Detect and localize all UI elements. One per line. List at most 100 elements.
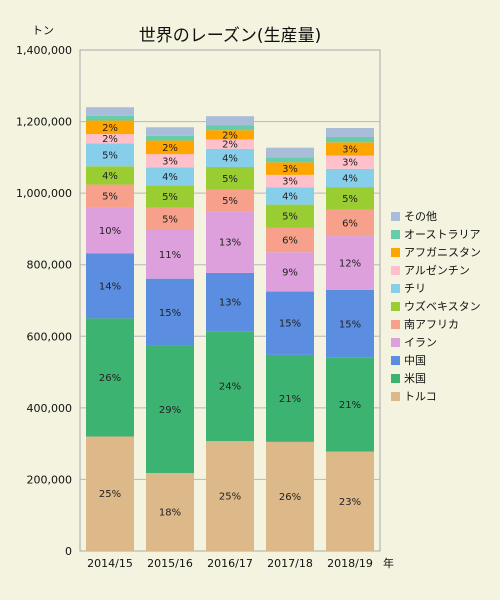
bar-data-label: 13% <box>219 298 241 309</box>
legend-swatch <box>391 356 400 365</box>
bar-segment <box>146 135 194 141</box>
bar-segment <box>146 345 194 473</box>
bar-segment <box>206 130 254 140</box>
y-tick-label: 200,000 <box>27 473 73 486</box>
legend-swatch <box>391 302 400 311</box>
bar-segment <box>266 291 314 355</box>
bar-data-label: 3% <box>282 177 298 188</box>
bar-segment <box>206 167 254 190</box>
bar-data-label: 21% <box>339 400 361 411</box>
legend-swatch <box>391 230 400 239</box>
bars: 25%26%14%10%5%4%5%2%2%18%29%15%11%5%5%4%… <box>86 107 374 551</box>
x-tick-label: 2016/17 <box>207 557 253 570</box>
legend-swatch <box>391 266 400 275</box>
bar-segment <box>146 167 194 186</box>
bar-segment <box>326 187 374 210</box>
legend-label: 米国 <box>404 372 426 385</box>
bar-segment <box>146 278 194 346</box>
bar-segment <box>86 120 134 135</box>
bar-segment <box>266 252 314 292</box>
bar-segment <box>326 142 374 156</box>
bar-segment <box>206 441 254 551</box>
bar-data-label: 15% <box>339 319 361 330</box>
y-axis-ticks: 0 200,000 400,000 600,000 800,000 1,000,000 1,… <box>16 44 72 558</box>
bar-data-label: 5% <box>102 192 118 203</box>
y-tick-label: 0 <box>65 545 72 558</box>
bar-data-label: 26% <box>279 492 301 503</box>
legend-label: アフガニスタン <box>404 246 481 259</box>
bar-data-label: 15% <box>279 319 301 330</box>
legend-swatch <box>391 320 400 329</box>
bar-segment <box>326 236 374 290</box>
bar-segment <box>266 147 314 158</box>
bar-data-label: 11% <box>159 250 181 261</box>
bar-segment <box>326 451 374 551</box>
legend-swatch <box>391 248 400 257</box>
bar-data-label: 21% <box>279 394 301 405</box>
bar-segment <box>86 207 134 254</box>
bar-segment <box>266 441 314 551</box>
bar-data-label: 2% <box>162 143 178 154</box>
bar-data-label: 5% <box>342 194 358 205</box>
bar-data-label: 18% <box>159 507 181 518</box>
bar-segment <box>326 128 374 137</box>
y-tick-label: 800,000 <box>27 259 73 272</box>
bar-data-label: 3% <box>282 164 298 175</box>
bar-segment <box>206 125 254 131</box>
bar-data-label: 5% <box>102 150 118 161</box>
bar-data-label: 25% <box>99 489 121 500</box>
bar-segment <box>86 115 134 121</box>
bar-data-label: 5% <box>222 174 238 185</box>
legend-label: チリ <box>404 282 426 295</box>
bar-data-label: 4% <box>342 173 358 184</box>
bar-segment <box>326 168 374 188</box>
bar-data-label: 29% <box>159 405 181 416</box>
bar-segment <box>206 148 254 168</box>
y-tick-label: 600,000 <box>27 330 73 343</box>
bar-segment <box>326 155 374 169</box>
bar-data-label: 4% <box>222 153 238 164</box>
bar-segment <box>266 227 314 253</box>
bar-data-label: 2% <box>102 123 118 134</box>
x-tick-label: 2018/19 <box>327 557 373 570</box>
bar-data-label: 2% <box>102 134 118 145</box>
bar-segment <box>86 166 134 185</box>
legend-label: 南アフリカ <box>404 318 459 331</box>
legend-label: トルコ <box>404 390 437 403</box>
legend-swatch <box>391 374 400 383</box>
bar-segment <box>206 116 254 126</box>
bar-segment <box>326 136 374 143</box>
legend-label: ウズベキスタン <box>404 299 481 313</box>
bar-data-label: 2% <box>222 140 238 151</box>
bar-data-label: 10% <box>99 226 121 237</box>
bar-segment <box>326 209 374 237</box>
bar-data-label: 9% <box>282 267 298 278</box>
bar-data-label: 6% <box>342 218 358 229</box>
bar-data-label: 5% <box>222 196 238 207</box>
y-tick-label: 1,000,000 <box>16 187 72 200</box>
bar-data-label: 24% <box>219 382 241 393</box>
bar-segment <box>86 134 134 144</box>
bar-segment <box>266 204 314 228</box>
bar-data-label: 2% <box>222 130 238 141</box>
bar-segment <box>266 354 314 442</box>
y-tick-label: 1,200,000 <box>16 116 72 129</box>
x-tick-label: 2014/15 <box>87 557 133 570</box>
bar-data-label: 25% <box>219 492 241 503</box>
legend-label: 中国 <box>404 354 426 367</box>
x-axis-ticks: 2014/15 2015/16 2016/17 2017/18 2018/19 <box>87 557 373 570</box>
bar-data-label: 26% <box>99 373 121 384</box>
legend-swatch <box>391 212 400 221</box>
bar-data-label: 5% <box>162 214 178 225</box>
bar-data-label: 6% <box>282 235 298 246</box>
bar-segment <box>206 211 254 273</box>
bar-data-label: 12% <box>339 258 361 269</box>
legend-label: オーストラリア <box>404 228 480 241</box>
bar-segment <box>326 357 374 452</box>
bar-data-label: 13% <box>219 238 241 249</box>
y-axis-unit: トン <box>32 24 54 37</box>
bar-data-label: 5% <box>162 192 178 203</box>
bar-segment <box>206 331 254 442</box>
legend-swatch <box>391 392 400 401</box>
